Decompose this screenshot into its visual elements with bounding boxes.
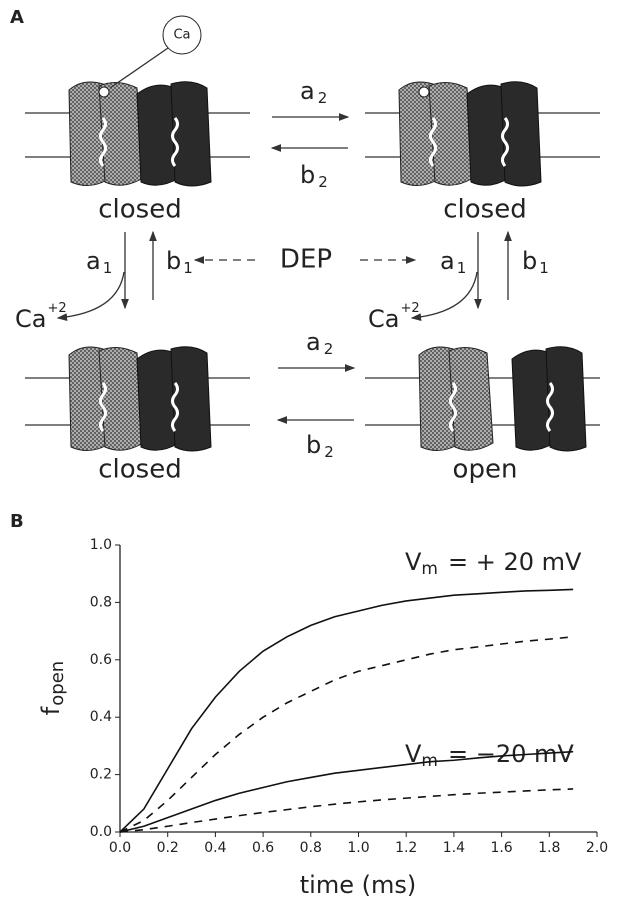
annotation-text: = −20 mV: [448, 740, 574, 768]
x-tick-label: 0.4: [204, 840, 226, 856]
pointer: [110, 48, 168, 88]
rate-main: a: [306, 328, 321, 356]
channel-subunits: [419, 347, 493, 451]
y-label-main: f: [37, 706, 65, 715]
rate-main: a: [300, 77, 315, 105]
panel-label: A: [10, 7, 24, 28]
ion-arrow: [412, 272, 477, 318]
y-tick-label: 0.8: [90, 594, 112, 610]
ion-label: Ca+2: [368, 301, 420, 334]
channel-subunits: [512, 347, 586, 451]
ion-arrow: [58, 272, 124, 318]
y-tick-label: 0.0: [90, 824, 112, 840]
annotation-text: = + 20 mV: [448, 548, 582, 576]
channel-subunits: [467, 82, 541, 186]
x-tick-label: 0.2: [157, 840, 179, 856]
channel-subunits: [69, 82, 143, 186]
x-tick-label: 0.0: [109, 840, 131, 856]
y-label-sub: open: [47, 661, 68, 706]
rate-sub: 1: [183, 259, 193, 277]
rate-main: b: [166, 247, 181, 275]
rate-sub: 1: [103, 259, 113, 277]
x-tick-label: 0.8: [300, 840, 322, 856]
annotation: Vm = + 20 mV: [405, 548, 582, 579]
rate-main: b: [522, 247, 537, 275]
center-label: DEP: [280, 245, 332, 275]
annotation: Vm= −20 mV: [405, 740, 574, 771]
annotation-main: V: [405, 548, 422, 576]
y-tick-label: 0.6: [90, 652, 112, 668]
state-label: closed: [443, 195, 526, 225]
panel-label: B: [10, 511, 24, 532]
x-tick-label: 1.0: [347, 840, 369, 856]
x-tick-label: 1.8: [538, 840, 560, 856]
channel-subunits: [399, 82, 473, 186]
y-tick-label: 0.2: [90, 767, 112, 783]
rate-sub: 1: [539, 259, 549, 277]
ion-label: Ca+2: [15, 301, 67, 334]
rate-main: a: [440, 247, 455, 275]
state-label: closed: [98, 455, 181, 485]
ca-marker-label: Ca: [173, 28, 190, 43]
state-label: open: [453, 455, 518, 485]
rate-sub: 2: [318, 173, 328, 191]
ion-main: Ca: [368, 305, 399, 333]
channel-subunits: [137, 347, 211, 451]
y-tick-label: 0.4: [90, 709, 112, 725]
x-tick-label: 0.6: [252, 840, 274, 856]
figure: A Ca closed closed closed open a2 b2 a2 …: [0, 0, 628, 907]
y-axis-label: fopen: [37, 661, 68, 715]
ca-site: [419, 87, 429, 97]
ion-sup: +2: [400, 301, 419, 316]
annotation-sub: m: [421, 559, 438, 579]
panel-b: B time (ms) fopen Vm = + 20 mV Vm= −20 mV…: [10, 511, 608, 899]
rate-main: b: [306, 431, 321, 459]
x-tick-label: 2.0: [586, 840, 608, 856]
rate-sub: 2: [324, 340, 334, 358]
rate-sub: 1: [457, 259, 467, 277]
rate-sub: 2: [324, 443, 334, 461]
x-tick-label: 1.4: [443, 840, 465, 856]
ion-sup: +2: [47, 301, 66, 316]
rate-sub: 2: [318, 89, 328, 107]
ca-site: [99, 87, 109, 97]
ion-main: Ca: [15, 305, 46, 333]
rate-main: a: [86, 247, 101, 275]
x-tick-label: 1.2: [395, 840, 417, 856]
state-label: closed: [98, 195, 181, 225]
channel-subunits: [137, 82, 211, 186]
rate-main: b: [300, 161, 315, 189]
y-tick-label: 1.0: [90, 537, 112, 553]
curve: [120, 589, 573, 832]
x-tick-label: 1.6: [490, 840, 512, 856]
x-axis-label: time (ms): [300, 871, 416, 899]
channel-subunits: [69, 347, 143, 451]
